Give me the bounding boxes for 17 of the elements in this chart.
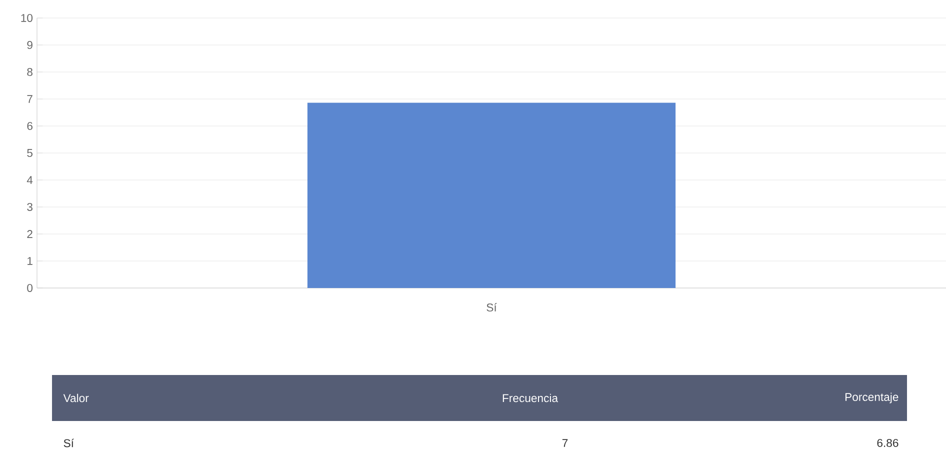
y-tick-label: 1 <box>28 257 32 265</box>
text: 7 <box>562 439 568 447</box>
y-tick-label: 8 <box>27 68 32 76</box>
y-tick-label: 0 <box>27 284 33 292</box>
y-tick-label: 2 <box>27 230 32 238</box>
y-tick-label: 10 <box>21 14 33 22</box>
y-tick-label: 5 <box>27 149 32 157</box>
y-tick-label: 3 <box>27 202 32 211</box>
text: Valor <box>63 394 89 402</box>
text: 6.86 <box>877 438 898 447</box>
category-label: Sí <box>64 438 74 448</box>
text: Porcentaje <box>845 392 898 404</box>
y-tick-label: 7 <box>27 95 32 103</box>
y-tick-label: 4 <box>26 176 33 184</box>
y-tick-label: 9 <box>27 40 32 49</box>
y-tick-label: 6 <box>27 122 32 130</box>
text: Frecuencia <box>502 394 558 402</box>
